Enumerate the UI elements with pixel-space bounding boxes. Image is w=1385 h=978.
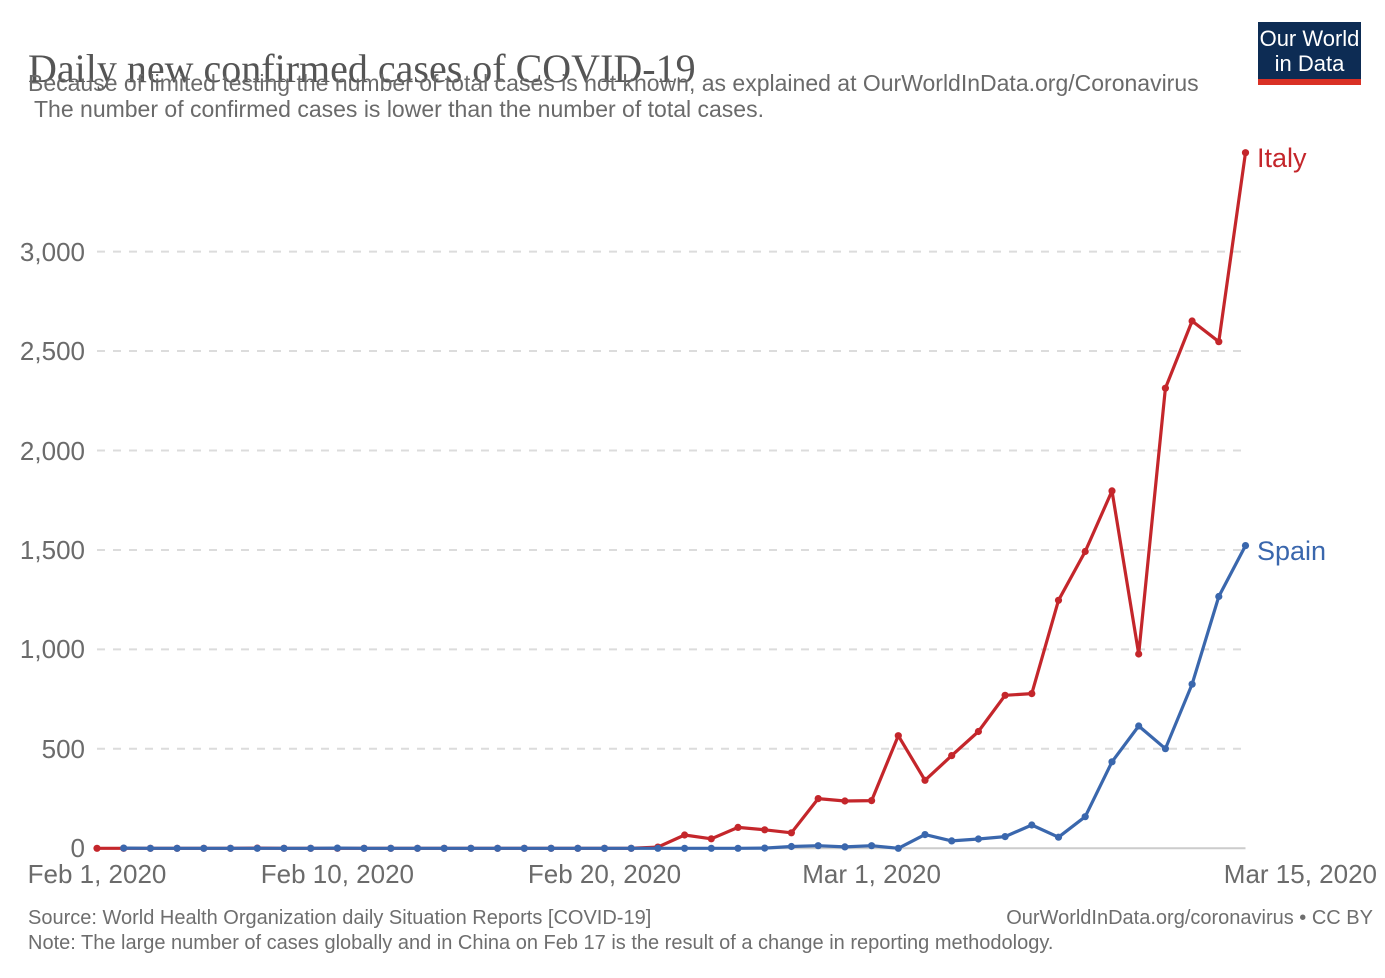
x-tick-feb10: Feb 10, 2020 xyxy=(260,859,415,889)
data-point xyxy=(200,844,208,852)
y-tick-500: 500 xyxy=(41,733,85,764)
data-point xyxy=(654,844,662,852)
data-point xyxy=(600,844,609,852)
data-point xyxy=(1215,592,1223,601)
data-point xyxy=(1054,596,1063,604)
note-text: Note: The large number of cases globally… xyxy=(28,932,1054,954)
chart-subtitle: Because of limited testing the number of… xyxy=(28,70,1199,122)
data-point xyxy=(120,844,128,852)
data-point xyxy=(868,797,876,805)
data-point xyxy=(1135,722,1143,730)
y-tick-3000: 3,000 xyxy=(19,236,85,267)
data-point xyxy=(974,727,983,736)
data-point xyxy=(1054,833,1063,841)
subtitle-line-1: Because of limited testing the number of… xyxy=(28,70,1199,96)
series-label-spain[interactable]: Spain xyxy=(1257,535,1327,566)
x-tick-feb20: Feb 20, 2020 xyxy=(527,859,682,889)
data-point xyxy=(921,831,929,839)
data-point xyxy=(173,844,181,852)
data-point xyxy=(948,837,956,845)
y-tick-1000: 1,000 xyxy=(19,634,85,665)
data-point xyxy=(868,842,876,850)
data-point xyxy=(948,752,956,760)
source-text: Source: World Health Organization daily … xyxy=(28,907,652,929)
logo-red-bar xyxy=(1258,79,1361,85)
data-point xyxy=(280,844,288,852)
data-point xyxy=(1161,745,1169,753)
data-point xyxy=(681,844,689,852)
data-point xyxy=(1161,384,1169,392)
data-point xyxy=(253,844,261,852)
data-point xyxy=(520,844,528,852)
x-tick-mar1: Mar 1, 2020 xyxy=(802,859,941,889)
owid-logo-line-2: in Data xyxy=(1274,51,1345,76)
data-point xyxy=(93,844,101,852)
data-point xyxy=(1001,691,1009,699)
data-point xyxy=(761,826,769,834)
series-italy xyxy=(93,149,1250,852)
data-point xyxy=(707,844,715,852)
data-point xyxy=(413,844,422,852)
data-point xyxy=(226,844,235,852)
data-point xyxy=(681,831,689,839)
data-point xyxy=(467,844,475,852)
x-tick-feb1: Feb 1, 2020 xyxy=(27,859,167,889)
data-point xyxy=(841,843,849,851)
data-point xyxy=(627,844,635,852)
data-point xyxy=(1108,487,1116,495)
data-point xyxy=(494,844,502,852)
y-tick-2000: 2,000 xyxy=(19,435,85,466)
data-point xyxy=(707,835,715,843)
credit-text[interactable]: OurWorldInData.org/coronavirus • CC BY xyxy=(1006,907,1373,929)
data-point xyxy=(574,844,582,852)
x-tick-mar15: Mar 15, 2020 xyxy=(1223,859,1377,889)
data-point xyxy=(734,823,742,832)
data-point xyxy=(547,844,555,852)
owid-logo-text: Our World in Data xyxy=(1258,22,1361,79)
y-tick-2500: 2,500 xyxy=(19,336,85,367)
data-point xyxy=(1108,758,1116,766)
data-point xyxy=(1028,690,1036,698)
y-tick-0: 0 xyxy=(70,833,85,864)
data-point xyxy=(761,844,769,852)
data-point xyxy=(1028,821,1036,829)
data-point xyxy=(360,844,368,852)
data-point xyxy=(1241,542,1250,550)
data-point xyxy=(894,844,902,852)
data-point xyxy=(894,732,902,740)
data-point xyxy=(1081,547,1089,556)
series-label-italy[interactable]: Italy xyxy=(1257,142,1307,173)
data-point xyxy=(1081,813,1089,821)
data-point xyxy=(1241,149,1250,157)
data-point xyxy=(787,842,796,851)
data-point xyxy=(1188,317,1196,325)
data-point xyxy=(787,829,796,837)
owid-logo[interactable]: Our World in Data xyxy=(1258,22,1361,85)
data-point xyxy=(1215,338,1223,346)
page-title: Daily new confirmed cases of COVID-19 xyxy=(28,45,696,91)
data-point xyxy=(734,844,742,852)
series-spain xyxy=(120,542,1250,852)
data-point xyxy=(146,844,154,852)
y-tick-1500: 1,500 xyxy=(19,534,85,565)
data-point xyxy=(333,844,341,852)
owid-logo-line-1: Our World xyxy=(1259,26,1360,51)
data-point xyxy=(1135,650,1143,658)
data-point xyxy=(921,776,929,784)
data-point xyxy=(814,795,822,803)
data-point xyxy=(387,844,395,852)
data-point xyxy=(440,844,448,852)
data-point xyxy=(1001,833,1009,841)
data-point xyxy=(974,835,983,843)
data-point xyxy=(841,797,849,805)
data-point xyxy=(814,842,822,850)
subtitle-line-2: The number of confirmed cases is lower t… xyxy=(34,96,764,122)
data-point xyxy=(1188,680,1196,688)
data-point xyxy=(307,844,315,852)
